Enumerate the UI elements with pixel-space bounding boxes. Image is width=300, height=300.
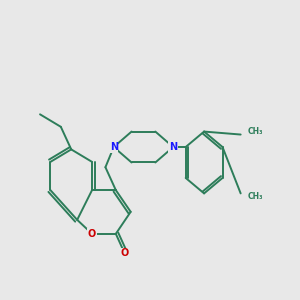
Text: CH₃: CH₃: [248, 192, 264, 201]
Text: CH₃: CH₃: [248, 127, 264, 136]
Text: O: O: [121, 248, 129, 258]
Text: N: N: [110, 142, 118, 152]
Text: N: N: [169, 142, 177, 152]
Text: O: O: [88, 229, 96, 239]
